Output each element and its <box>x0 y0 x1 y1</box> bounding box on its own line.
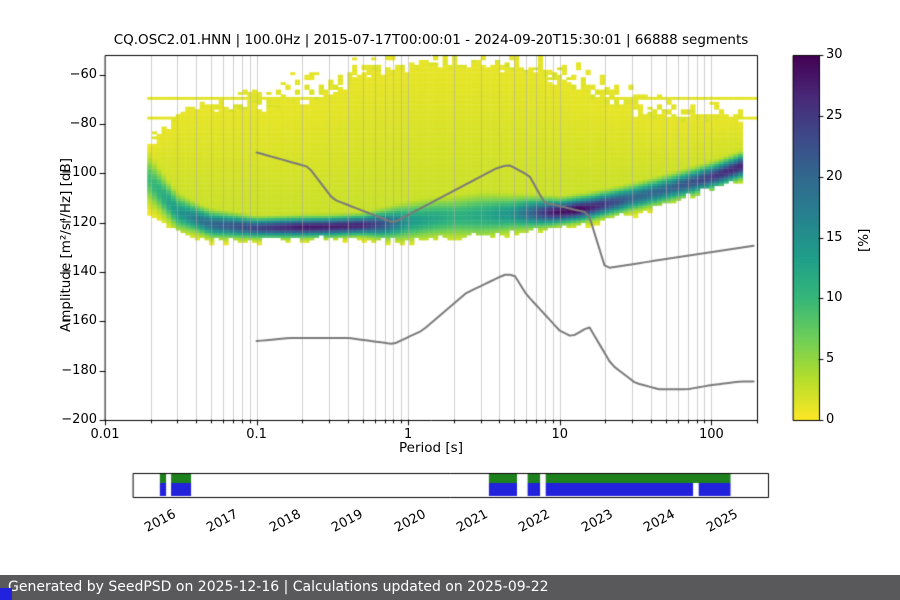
x-tick-label: 0.1 <box>246 427 267 442</box>
colorbar-tick-label: 15 <box>826 229 843 245</box>
colorbar-tick-label: 30 <box>826 47 843 62</box>
y-tick-label: −200 <box>61 412 97 427</box>
colorbar-tick-label: 25 <box>826 107 843 123</box>
footer-bar: Generated by SeedPSD on 2025-12-16 | Cal… <box>0 575 900 600</box>
colorbar-tick-label: 0 <box>826 412 835 427</box>
plot-title: CQ.OSC2.01.HNN | 100.0Hz | 2015-07-17T00… <box>113 32 749 48</box>
y-tick-label: −140 <box>61 264 97 280</box>
y-tick-label: −160 <box>61 313 97 329</box>
x-tick-label: 10 <box>551 427 569 442</box>
x-axis-label: Period [s] <box>399 440 463 456</box>
colorbar-tick-label: 5 <box>826 351 835 367</box>
colorbar-tick-label: 20 <box>826 168 843 184</box>
y-tick-label: −120 <box>61 214 97 230</box>
x-tick-label: 0.01 <box>90 427 120 442</box>
y-axis-label: Amplitude [m²/s⁴/Hz] [dB] <box>58 157 74 332</box>
y-tick-label: −80 <box>69 116 97 132</box>
x-tick-label: 100 <box>698 427 724 442</box>
y-tick-label: −100 <box>61 165 97 181</box>
y-tick-label: −60 <box>69 66 97 82</box>
y-tick-label: −180 <box>61 362 97 378</box>
footer-accent-square <box>0 588 12 600</box>
colorbar-label: [%] <box>856 228 872 252</box>
colorbar-tick-label: 10 <box>826 290 843 306</box>
x-tick-label: 1 <box>404 427 413 442</box>
footer-text: Generated by SeedPSD on 2025-12-16 | Cal… <box>8 579 549 595</box>
